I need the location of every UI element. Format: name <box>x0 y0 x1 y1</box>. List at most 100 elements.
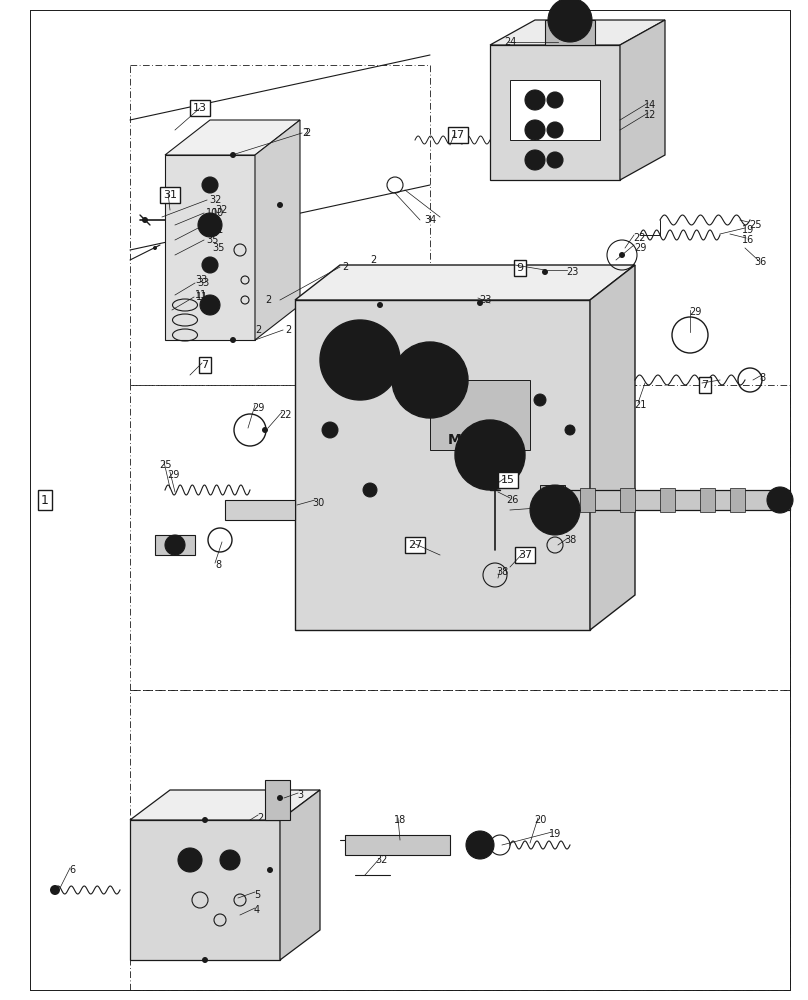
Text: 25: 25 <box>749 220 761 230</box>
Text: 15: 15 <box>501 475 515 485</box>
Polygon shape <box>265 780 290 820</box>
Text: 17: 17 <box>451 130 465 140</box>
Text: 33: 33 <box>195 275 207 285</box>
Text: 3: 3 <box>297 790 303 800</box>
Text: 28: 28 <box>534 505 546 515</box>
Text: 19: 19 <box>742 225 754 235</box>
Polygon shape <box>700 488 715 512</box>
Bar <box>510 80 600 140</box>
Polygon shape <box>280 790 320 960</box>
Circle shape <box>408 358 452 402</box>
Text: 9: 9 <box>516 263 524 273</box>
Text: 6: 6 <box>69 865 75 875</box>
Polygon shape <box>295 265 635 300</box>
Circle shape <box>267 867 273 873</box>
Text: 11: 11 <box>212 225 225 235</box>
Circle shape <box>767 487 793 513</box>
Text: 29: 29 <box>252 403 264 413</box>
Polygon shape <box>155 535 195 555</box>
Polygon shape <box>345 835 450 855</box>
Text: 35: 35 <box>212 243 225 253</box>
Circle shape <box>200 295 220 315</box>
Circle shape <box>534 394 546 406</box>
Polygon shape <box>620 20 665 180</box>
Circle shape <box>165 535 185 555</box>
Polygon shape <box>490 20 665 45</box>
Polygon shape <box>540 490 790 510</box>
Text: 10: 10 <box>212 208 225 218</box>
Polygon shape <box>225 500 295 520</box>
Text: 29: 29 <box>688 307 701 317</box>
Text: 24: 24 <box>504 37 516 47</box>
Circle shape <box>50 885 60 895</box>
Text: 29: 29 <box>166 470 179 480</box>
Text: 18: 18 <box>393 815 406 825</box>
Text: 2: 2 <box>304 128 310 138</box>
Circle shape <box>178 848 202 872</box>
Text: 2: 2 <box>265 295 271 305</box>
Circle shape <box>455 420 525 490</box>
Text: 30: 30 <box>312 498 324 508</box>
Text: 1: 1 <box>41 493 49 506</box>
Circle shape <box>470 435 510 475</box>
Circle shape <box>547 92 563 108</box>
Circle shape <box>202 257 218 273</box>
Text: 38: 38 <box>564 535 576 545</box>
Text: 11: 11 <box>195 290 207 300</box>
Circle shape <box>153 246 157 250</box>
Text: 19: 19 <box>549 829 561 839</box>
Circle shape <box>547 122 563 138</box>
Circle shape <box>142 217 148 223</box>
Text: 2: 2 <box>257 813 263 823</box>
Text: 31: 31 <box>163 190 177 200</box>
Text: 21: 21 <box>633 400 646 410</box>
Circle shape <box>277 795 283 801</box>
Text: 12: 12 <box>644 110 656 120</box>
Polygon shape <box>545 20 595 45</box>
Text: 2: 2 <box>285 325 291 335</box>
Text: 8: 8 <box>215 560 221 570</box>
Polygon shape <box>590 265 635 630</box>
Circle shape <box>202 957 208 963</box>
Circle shape <box>230 152 236 158</box>
Text: 2: 2 <box>255 325 261 335</box>
Polygon shape <box>580 488 595 512</box>
Polygon shape <box>130 790 320 820</box>
Text: 5: 5 <box>254 890 260 900</box>
Text: 26: 26 <box>506 495 518 505</box>
Text: 11: 11 <box>196 292 208 302</box>
Polygon shape <box>130 820 280 960</box>
Polygon shape <box>430 380 530 450</box>
Polygon shape <box>255 120 300 340</box>
Text: M: M <box>448 433 462 447</box>
Circle shape <box>525 90 545 110</box>
Text: 13: 13 <box>193 103 207 113</box>
Circle shape <box>525 150 545 170</box>
Text: 14: 14 <box>644 100 656 110</box>
Circle shape <box>230 337 236 343</box>
Polygon shape <box>620 488 635 512</box>
Circle shape <box>277 202 283 208</box>
Polygon shape <box>490 45 620 180</box>
Circle shape <box>477 300 483 306</box>
Text: 4: 4 <box>254 905 260 915</box>
Text: 7: 7 <box>701 380 709 390</box>
Circle shape <box>377 302 383 308</box>
Circle shape <box>202 817 208 823</box>
Text: 38: 38 <box>496 567 508 577</box>
Text: 10: 10 <box>206 208 218 218</box>
Circle shape <box>202 177 218 193</box>
Circle shape <box>198 213 222 237</box>
Text: 25: 25 <box>158 460 171 470</box>
Polygon shape <box>730 488 745 512</box>
Text: 23: 23 <box>479 295 491 305</box>
Polygon shape <box>660 488 675 512</box>
Circle shape <box>262 427 268 433</box>
Text: 22: 22 <box>279 410 291 420</box>
Text: 11: 11 <box>206 220 218 230</box>
Text: 36: 36 <box>754 257 766 267</box>
Circle shape <box>392 342 468 418</box>
Text: 7: 7 <box>201 360 208 370</box>
Text: 33: 33 <box>197 278 209 288</box>
Circle shape <box>543 498 567 522</box>
